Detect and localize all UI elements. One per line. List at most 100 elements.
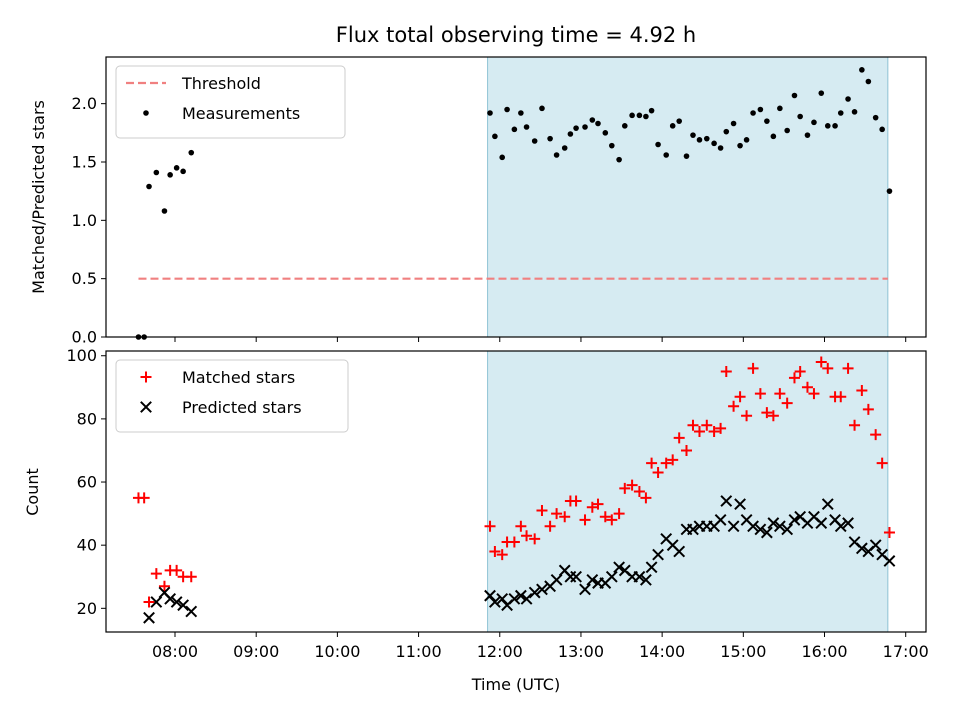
matched-star-point <box>801 381 813 393</box>
measurement-point <box>573 125 579 131</box>
bottom-y-tick-label: 40 <box>77 536 97 555</box>
predicted-star-point <box>639 573 652 586</box>
measurement-point <box>777 105 783 112</box>
measurement-point <box>737 142 743 149</box>
measurement-point <box>703 135 710 142</box>
measurement-point <box>487 110 493 116</box>
matched-star-point <box>529 533 541 545</box>
measurement-point <box>791 92 798 99</box>
top-y-tick-label: 1.0 <box>72 211 97 230</box>
matched-star-point <box>570 495 582 507</box>
predicted-star-point <box>484 589 496 602</box>
predicted-star-point <box>185 605 198 618</box>
x-tick-label: 10:00 <box>314 642 360 661</box>
top-axes-frame <box>105 56 927 338</box>
matched-star-point <box>822 362 834 374</box>
predicted-star-point <box>150 596 163 608</box>
matched-star-point <box>559 511 571 523</box>
measurement-point <box>153 169 160 176</box>
measurement-point <box>655 141 661 148</box>
measurement-point <box>492 133 498 140</box>
bottom-axes-frame <box>105 350 927 633</box>
measurement-point <box>582 124 588 130</box>
top-y-tick-label: 0.5 <box>72 269 97 288</box>
matched-star-point <box>484 520 496 532</box>
predicted-star-point <box>727 520 740 533</box>
x-axis-label: Time (UTC) <box>471 675 560 694</box>
bottom-legend-box <box>115 359 349 433</box>
measurement-point <box>511 126 518 133</box>
top-y-axis-label: Matched/Predicted stars <box>29 100 48 294</box>
predicted-star-point <box>520 592 533 605</box>
predicted-star-point <box>767 517 780 529</box>
matched-star-point <box>794 366 806 378</box>
matched-star-point <box>515 520 527 532</box>
matched-star-point <box>599 511 611 523</box>
measurement-point <box>504 106 510 113</box>
top-y-tick-label: 1.5 <box>72 153 97 172</box>
measurement-point <box>547 135 553 142</box>
measurement-point <box>824 123 831 129</box>
matched-star-point <box>613 508 625 520</box>
matched-star-point <box>701 419 713 431</box>
matched-star-point <box>734 391 746 403</box>
measurement-point <box>161 208 168 214</box>
measurement-point <box>676 118 682 124</box>
predicted-star-point <box>842 517 854 529</box>
legend-predicted-swatch <box>140 401 152 413</box>
predicted-star-point <box>747 520 759 533</box>
legend-label: Measurements <box>182 104 300 123</box>
measurement-point <box>636 112 643 119</box>
matched-star-point <box>619 482 631 494</box>
measurement-point <box>818 90 825 96</box>
measurement-point <box>770 133 777 140</box>
measurement-point <box>609 142 615 149</box>
x-tick-label: 08:00 <box>152 642 198 661</box>
measurement-point <box>173 165 180 171</box>
predicted-star-point <box>143 611 155 624</box>
bottom-observing-span <box>487 350 889 633</box>
legend-measurement-swatch <box>143 110 149 116</box>
matched-star-point <box>747 362 759 374</box>
predicted-star-point <box>550 573 563 586</box>
x-tick-label: 14:00 <box>639 642 685 661</box>
measurement-point <box>750 110 756 116</box>
predicted-star-point <box>720 495 733 507</box>
predicted-star-point <box>855 542 868 555</box>
predicted-star-point <box>605 570 618 583</box>
matched-star-point <box>774 388 786 400</box>
legend-label: Threshold <box>181 74 261 93</box>
matched-star-point <box>767 410 779 422</box>
top-y-tick-label: 0.0 <box>72 328 97 347</box>
predicted-star-point <box>760 526 773 539</box>
measurement-point <box>648 107 655 114</box>
top-y-tick-label: 2.0 <box>72 94 97 113</box>
predicted-star-point <box>488 596 501 608</box>
measurement-point <box>865 78 872 85</box>
x-tick-label: 15:00 <box>720 642 766 661</box>
measurement-point <box>832 123 838 129</box>
measurement-point <box>743 137 750 143</box>
matched-star-point <box>489 545 501 557</box>
measurement-point <box>717 145 724 151</box>
matched-star-point <box>728 400 740 412</box>
bottom-panel: 20 40 60 80 100 08:00 09:00 10:00 11:00 12:00 13:0… <box>66 346 928 661</box>
matched-star-point <box>687 419 699 431</box>
measurement-point <box>804 132 811 138</box>
matched-star-point <box>741 410 753 422</box>
matched-star-point <box>781 397 793 409</box>
predicted-star-point <box>754 523 767 536</box>
measurement-point <box>180 168 186 175</box>
predicted-star-point <box>687 523 699 536</box>
predicted-star-point <box>815 517 828 529</box>
matched-star-point <box>673 432 685 444</box>
measurement-point <box>879 126 885 133</box>
matched-star-point <box>761 407 773 419</box>
measurement-point <box>167 172 173 178</box>
matched-star-point <box>862 403 874 415</box>
measurement-point <box>690 132 696 138</box>
predicted-star-point <box>645 561 658 574</box>
predicted-star-point <box>673 545 686 558</box>
measurement-point <box>629 112 635 119</box>
